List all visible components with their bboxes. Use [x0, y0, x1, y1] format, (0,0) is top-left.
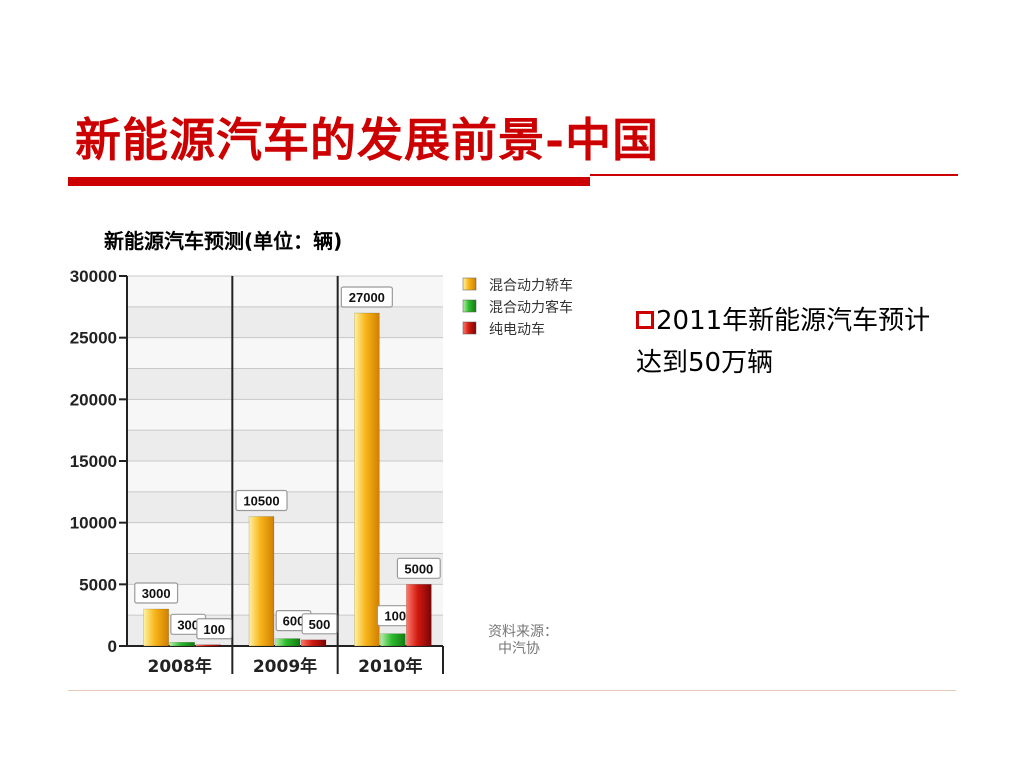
bar-0-2 — [354, 312, 380, 647]
bar-1-0 — [169, 642, 195, 647]
x-tick-label: 2009年 — [253, 656, 317, 677]
bar-0-0 — [143, 608, 169, 647]
footer-divider — [68, 690, 956, 691]
bar-1-2 — [380, 633, 406, 647]
title-underline-thin — [590, 174, 958, 176]
legend-label: 混合动力轿车 — [489, 277, 573, 294]
data-label: 600 — [283, 614, 305, 629]
y-tick-label: 0 — [108, 637, 117, 656]
data-label-box — [196, 618, 233, 640]
bullet-text: 2011年新能源汽车预计达到50万辆 — [636, 306, 931, 378]
legend-swatch — [462, 321, 477, 335]
plot-band — [127, 399, 443, 431]
plot-band — [127, 461, 443, 492]
data-label-box — [340, 286, 393, 308]
y-tick-label: 30000 — [70, 267, 117, 286]
y-tick-label: 5000 — [79, 575, 117, 594]
y-tick-label: 10000 — [70, 514, 117, 533]
x-tick-label: 2010年 — [358, 656, 422, 677]
source-note: 资料来源： 中汽协 — [488, 624, 588, 658]
data-label-box — [301, 613, 338, 635]
data-label-box — [396, 557, 441, 579]
y-tick-label: 20000 — [70, 390, 117, 409]
title-underline-thick — [68, 177, 590, 186]
legend-label: 混合动力客车 — [489, 299, 573, 316]
data-label: 10500 — [243, 494, 279, 509]
slide-title: 新能源汽车的发展前景-中国 — [75, 113, 660, 167]
legend-swatch — [462, 277, 477, 291]
plot-band — [127, 276, 443, 307]
source-name: 中汽协 — [498, 641, 540, 657]
y-tick-label: 15000 — [70, 452, 117, 471]
data-label-box — [134, 582, 179, 604]
legend-swatch — [462, 299, 477, 313]
bullet-point: 2011年新能源汽车预计达到50万辆 — [636, 300, 956, 384]
bar-2-0 — [195, 644, 221, 647]
x-tick-label: 2008年 — [148, 656, 212, 677]
data-label: 1000 — [384, 609, 413, 624]
plot-band — [127, 553, 443, 585]
data-label-box — [235, 489, 288, 512]
bar-0-1 — [248, 516, 275, 647]
data-label: 27000 — [349, 290, 385, 305]
data-label: 5000 — [404, 561, 433, 576]
plot-band — [127, 306, 443, 338]
data-label: 3000 — [142, 586, 171, 601]
data-label: 300 — [177, 617, 199, 632]
data-label: 500 — [309, 617, 331, 632]
bar-2-1 — [300, 639, 327, 647]
plot-band — [127, 368, 443, 400]
plot-band — [127, 430, 443, 461]
legend-label: 纯电动车 — [489, 321, 545, 338]
source-label: 资料来源： — [488, 624, 558, 640]
bar-1-1 — [274, 638, 301, 647]
y-tick-label: 25000 — [70, 329, 117, 348]
data-label: 100 — [203, 622, 225, 637]
bar-2-2 — [406, 584, 432, 647]
plot-band — [127, 522, 443, 554]
square-bullet-icon — [636, 311, 654, 329]
plot-band — [127, 337, 443, 369]
chart-title: 新能源汽车预测(单位：辆) — [104, 229, 343, 253]
